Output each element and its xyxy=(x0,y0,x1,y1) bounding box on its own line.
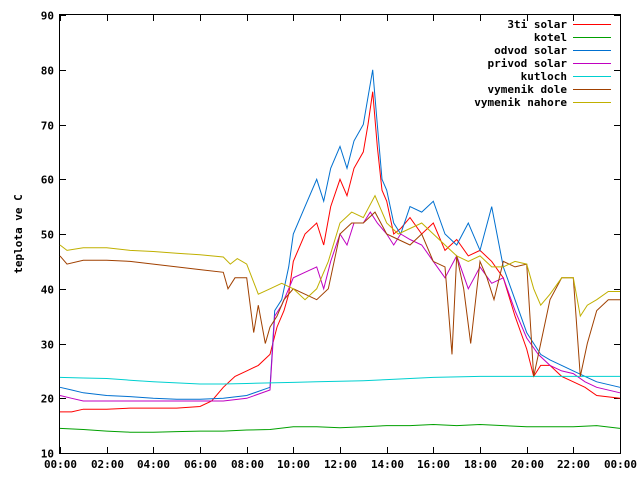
plot-area-frame xyxy=(59,14,621,454)
x-tick-label: 22:00 xyxy=(557,458,590,471)
x-tick-label: 18:00 xyxy=(464,458,497,471)
x-tick-label: 02:00 xyxy=(91,458,124,471)
y-axis: 10 20 30 40 50 60 70 80 90 xyxy=(41,10,620,461)
legend-label: vymenik nahore xyxy=(474,96,567,109)
series-line-kotel xyxy=(59,423,621,433)
series-line-privod-solar xyxy=(59,211,621,402)
y-tick-label: 60 xyxy=(41,174,54,187)
x-tick-label: 14:00 xyxy=(371,458,404,471)
y-tick-label: 90 xyxy=(41,10,54,23)
y-tick-label: 30 xyxy=(41,339,54,352)
x-tick-label: 20:00 xyxy=(511,458,544,471)
y-tick-label: 40 xyxy=(41,284,54,297)
x-axis: 00:00 02:00 04:00 06:00 08:00 10:00 12:00 14:00… xyxy=(44,15,637,471)
x-tick-label: 04:00 xyxy=(137,458,170,471)
y-tick-label: 80 xyxy=(41,65,54,78)
legend-label: kutloch xyxy=(521,70,567,83)
y-tick-label: 70 xyxy=(41,120,54,133)
y-tick-label: 50 xyxy=(41,229,54,242)
series-lines xyxy=(59,69,621,433)
legend-label: odvod solar xyxy=(494,44,567,57)
legend-label: privod solar xyxy=(488,57,568,70)
x-tick-label: 06:00 xyxy=(184,458,217,471)
y-tick-label: 20 xyxy=(41,393,54,406)
y-tick-label: 10 xyxy=(41,448,54,461)
series-line-kutloch xyxy=(59,375,620,385)
legend-label: kotel xyxy=(534,31,567,44)
series-line-vymenik-dole xyxy=(59,211,620,377)
x-tick-label: 10:00 xyxy=(277,458,310,471)
x-tick-label: 00:00 xyxy=(604,458,637,471)
y-axis-label: teplota ve C xyxy=(12,194,25,273)
x-tick-label: 16:00 xyxy=(417,458,450,471)
x-tick-label: 12:00 xyxy=(324,458,357,471)
x-tick-label: 00:00 xyxy=(44,458,77,471)
x-tick-label: 08:00 xyxy=(231,458,264,471)
series-line-odvod-solar xyxy=(59,69,621,400)
legend-label: vymenik dole xyxy=(488,83,568,96)
legend-label: 3ti solar xyxy=(507,18,567,31)
series-line-vymenik-nahore xyxy=(59,194,620,318)
series-line-3ti-solar xyxy=(60,91,621,413)
